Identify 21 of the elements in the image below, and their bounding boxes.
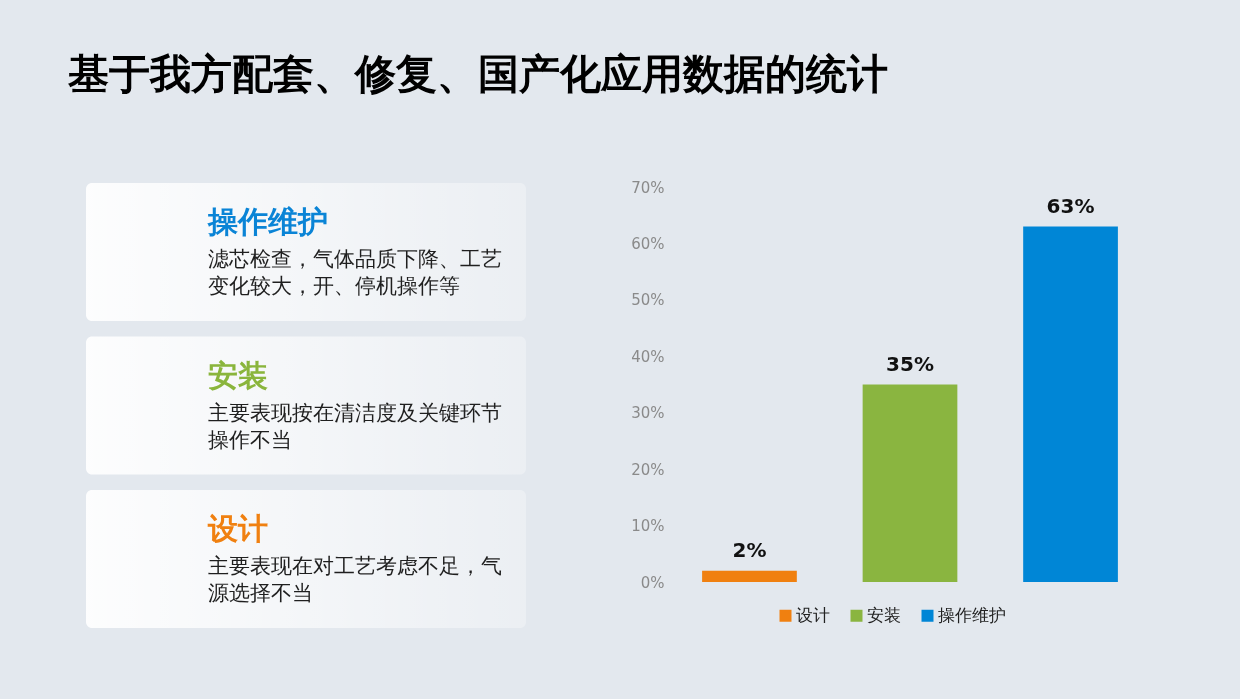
y-tick-label: 70% [631,178,665,197]
data-label: 35% [886,351,934,376]
y-tick-label: 50% [631,291,665,310]
category-label: 操作维护 [207,204,328,239]
legend-label: 设计 [796,604,830,625]
y-tick-label: 20% [631,460,665,479]
y-tick-label: 10% [631,517,665,536]
data-label: 63% [1046,193,1095,218]
category-label: 安装 [208,357,268,393]
y-tick-label: 60% [631,234,665,253]
text: 基于我方配套、修复、国产化应用数据的统计 [67,50,888,98]
y-tick-label: 30% [631,404,665,423]
legend-label: 操作维护 [938,604,1006,625]
y-tick-label: 0% [640,573,665,592]
text: 主要表现在对工艺考虑不足，气源选择不当 [208,554,502,605]
text: 主要表现按在清洁度及关键环节操作不当 [208,400,502,452]
data-label: 2% [732,537,767,562]
text: 滤芯检查，气体品质下降、工艺变化较大，开、停机操作等 [208,247,502,298]
legend-label: 安装 [867,604,901,625]
y-tick-label: 40% [631,347,665,366]
category-label: 设计 [207,511,268,546]
